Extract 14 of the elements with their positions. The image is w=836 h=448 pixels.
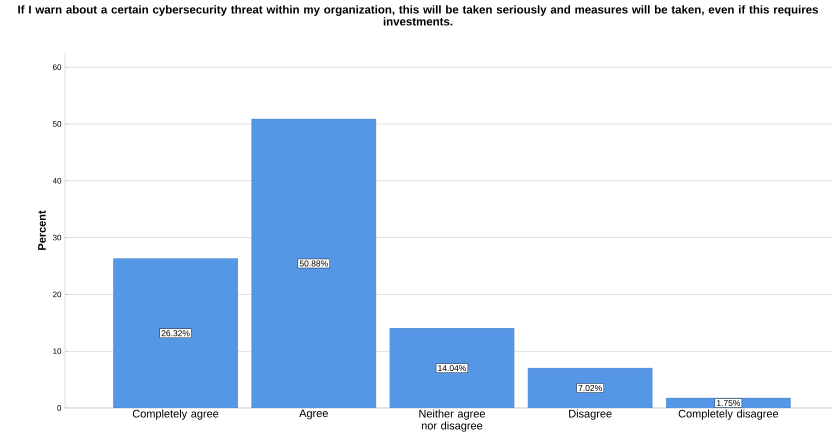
data-label: 7.02% bbox=[578, 385, 602, 392]
bar bbox=[390, 328, 514, 408]
x-tick-label: Neither agree nor disagree bbox=[419, 410, 485, 432]
y-axis-title: Percent bbox=[38, 210, 46, 250]
x-tick-label: Completely agree bbox=[132, 410, 218, 420]
x-tick-label: Disagree bbox=[569, 410, 612, 420]
chart-title: If I warn about a certain cybersecurity threat within my organization, this will be taken seriously and measures will be taken, even if this requires investments. bbox=[18, 5, 818, 26]
data-label: 26.32% bbox=[162, 330, 190, 336]
data-label: 14.04% bbox=[438, 365, 466, 372]
x-tick-label: Completely disagree bbox=[678, 410, 778, 420]
bar bbox=[113, 258, 238, 408]
data-label: 50.88% bbox=[300, 260, 328, 266]
x-tick-label: Agree bbox=[299, 410, 328, 420]
data-label: 1.75% bbox=[716, 400, 740, 406]
